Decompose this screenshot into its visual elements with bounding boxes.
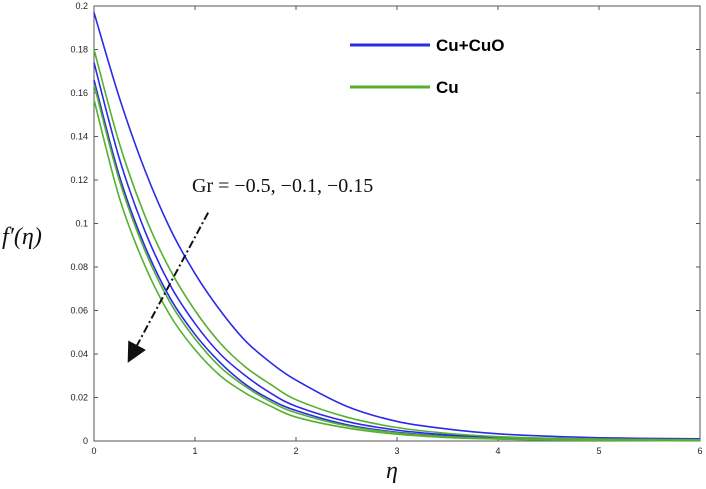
x-tick-label: 6: [697, 446, 702, 456]
annotation-text: Gr = −0.5, −0.1, −0.15: [192, 175, 373, 197]
legend-label-2: Cu: [436, 78, 459, 97]
y-axis-label: f′(η): [2, 224, 42, 250]
y-tick-label: 0.04: [70, 349, 88, 359]
y-tick-label: 0.1: [75, 219, 88, 229]
series-line-1: [93, 12, 701, 440]
y-tick-label: 0.06: [70, 306, 88, 316]
x-tick-label: 3: [394, 446, 399, 456]
series-lines: [93, 12, 701, 442]
y-tick-label: 0.18: [70, 45, 88, 55]
y-tick-label: 0.02: [70, 393, 88, 403]
x-tick-label: 4: [495, 446, 500, 456]
x-tick-label: 2: [293, 446, 298, 456]
series-line-4: [93, 49, 701, 441]
x-axis-label: η: [386, 458, 398, 484]
y-tick-label: 0.12: [70, 175, 88, 185]
plot-area: [93, 5, 701, 442]
annotation-arrow: [127, 212, 210, 363]
y-tick-label: 0.2: [75, 1, 88, 11]
plot-frame: [93, 5, 701, 442]
legend-label-1: Cu+CuO: [436, 36, 504, 55]
annotation: Gr = −0.5, −0.1, −0.15: [127, 175, 373, 363]
series-line-6: [93, 99, 701, 442]
x-tick-label: 0: [91, 446, 96, 456]
x-tick-label: 5: [596, 446, 601, 456]
legend: Cu+CuO Cu: [350, 36, 504, 97]
y-tick-label: 0.14: [70, 132, 88, 142]
y-tick-label: 0.08: [70, 262, 88, 272]
y-tick-label: 0: [83, 436, 88, 446]
y-tick-label: 0.16: [70, 88, 88, 98]
x-tick-label: 1: [192, 446, 197, 456]
